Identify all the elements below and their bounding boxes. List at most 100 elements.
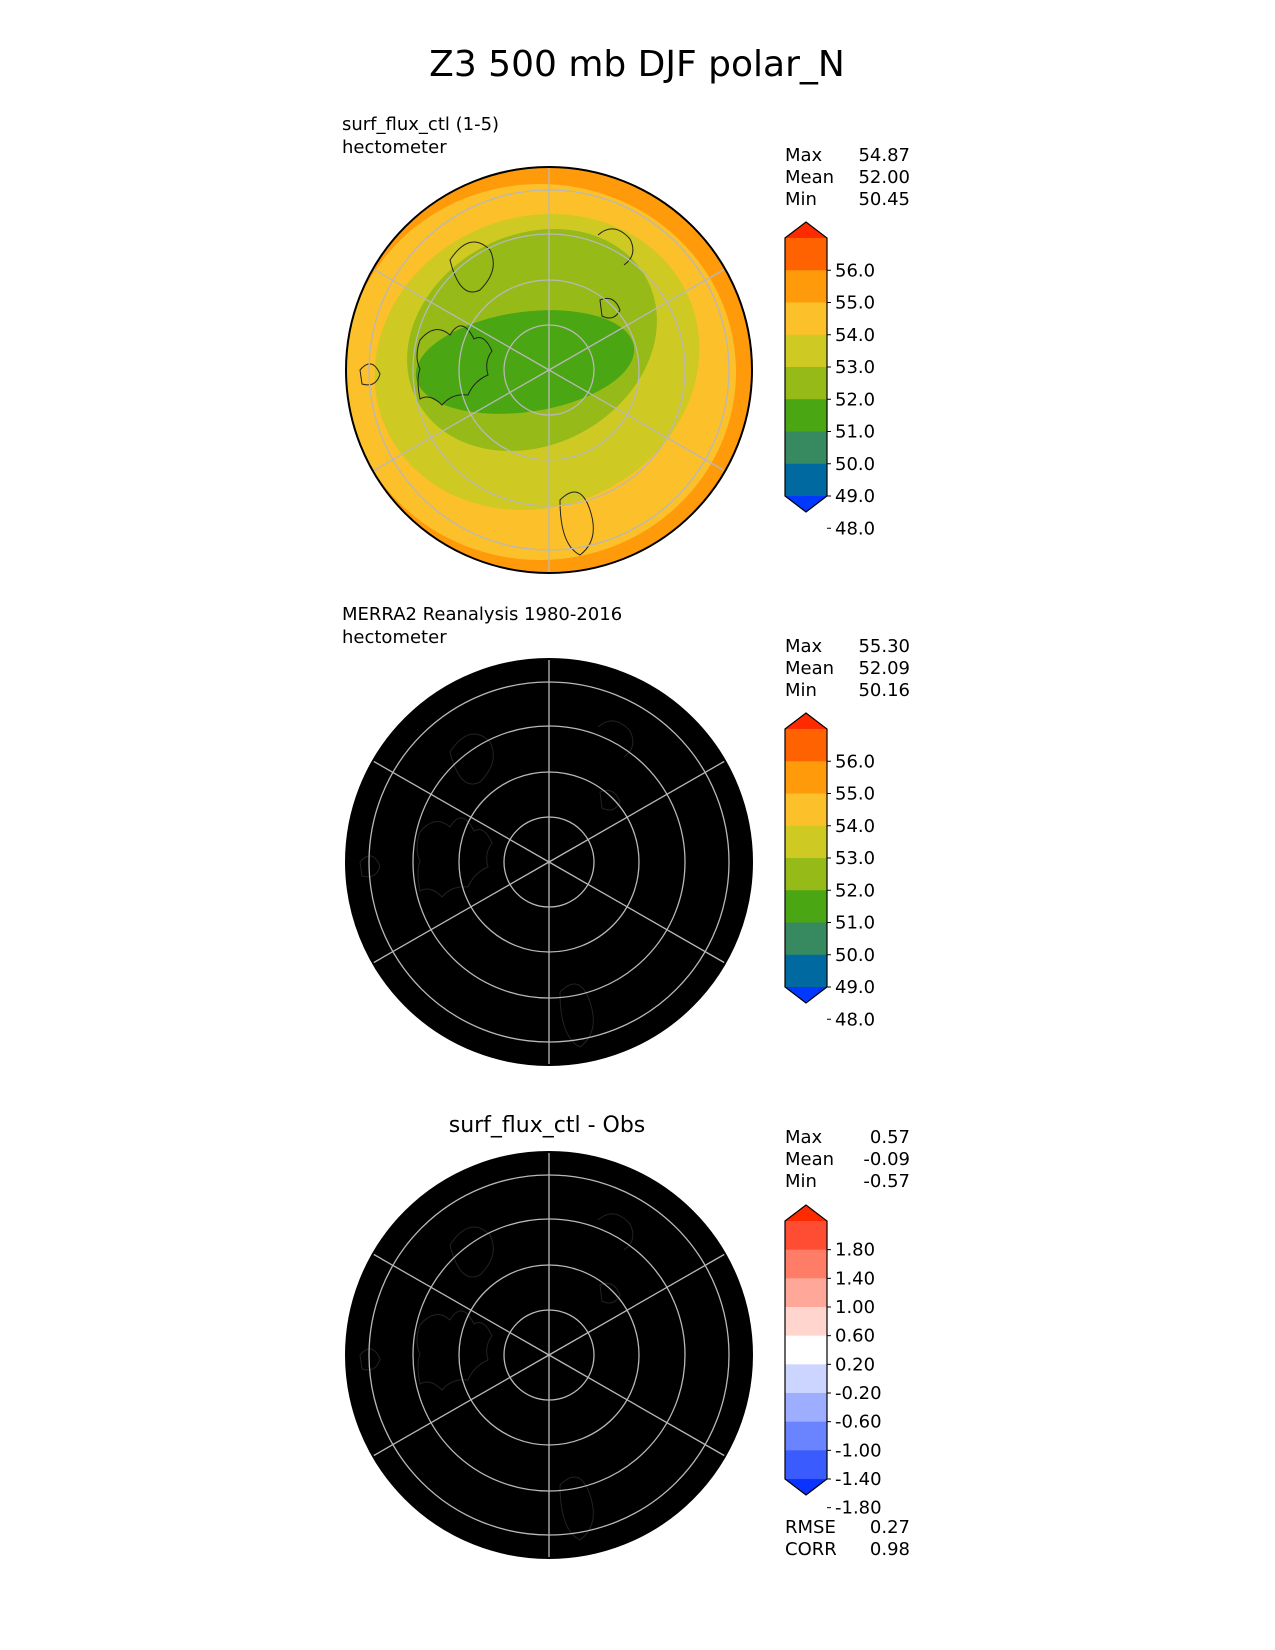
colorbar-tick-label: 49.0 bbox=[835, 486, 875, 507]
coastlines bbox=[359, 1213, 634, 1541]
colorbar-segment bbox=[785, 793, 827, 827]
stat-value-max: 55.30 bbox=[858, 636, 910, 657]
colorbar-segment bbox=[785, 463, 827, 497]
stat-value-min: -0.57 bbox=[863, 1171, 910, 1192]
colorbar-segment bbox=[785, 729, 827, 762]
colorbar-extend-min bbox=[785, 496, 827, 512]
map-boundary bbox=[345, 658, 753, 1066]
colorbar-segment bbox=[785, 858, 827, 891]
map-boundary bbox=[345, 166, 753, 574]
colorbar-segment bbox=[785, 922, 827, 956]
coastlines bbox=[359, 720, 634, 1048]
colorbar-tick-label: 52.0 bbox=[835, 880, 875, 901]
colorbar-tick-label: 49.0 bbox=[835, 977, 875, 998]
colorbar-extend-max bbox=[785, 713, 827, 729]
graticule bbox=[368, 1152, 730, 1558]
panel-diff: surf_flux_ctl - Obs bbox=[345, 1113, 910, 1560]
corr-label: CORR bbox=[785, 1539, 837, 1560]
colorbar-tick-label: 54.0 bbox=[835, 816, 875, 837]
colorbar-tick-label: -1.80 bbox=[835, 1498, 882, 1519]
stats-box: Max 0.57 Mean -0.09 Min -0.57 bbox=[785, 1127, 910, 1192]
colorbar: 56.0 55.0 54.0 53.0 52.0 51.0 50.0 49.0 48.0 bbox=[784, 221, 875, 539]
panel-center-title: surf_flux_ctl - Obs bbox=[449, 1113, 646, 1138]
colorbar-segment bbox=[785, 890, 827, 923]
field-negative-south bbox=[380, 1475, 680, 1558]
colorbar-tick-label: 48.0 bbox=[835, 1009, 875, 1030]
colorbar-tick-label: 53.0 bbox=[835, 848, 875, 869]
colorbar-extend-max bbox=[785, 1205, 827, 1221]
panel-units: hectometer bbox=[342, 627, 447, 648]
colorbar: 56.0 55.0 54.0 53.0 52.0 51.0 50.0 49.0 48.0 bbox=[784, 712, 875, 1030]
colorbar-tick-label: 1.80 bbox=[835, 1240, 875, 1261]
colorbar-tick-label: 53.0 bbox=[835, 357, 875, 378]
colorbar-segment bbox=[785, 1307, 827, 1337]
stat-value-mean: 52.00 bbox=[858, 167, 910, 188]
colorbar-segment bbox=[785, 431, 827, 465]
stat-label-max: Max bbox=[785, 636, 823, 657]
colorbar-tick-label: -1.40 bbox=[835, 1469, 882, 1490]
colorbar-segment bbox=[785, 1221, 827, 1251]
rmse-label: RMSE bbox=[785, 1517, 836, 1538]
colorbar-segment bbox=[785, 238, 827, 271]
colorbar-extend-max bbox=[785, 222, 827, 238]
colorbar-segment bbox=[785, 1335, 827, 1365]
stat-label-mean: Mean bbox=[785, 1149, 834, 1170]
colorbar: 1.80 1.40 1.00 0.60 0.20 -0.20 -0.60 -1.00 -1.40… bbox=[784, 1204, 882, 1519]
colorbar-segment bbox=[785, 399, 827, 432]
map-boundary bbox=[345, 1151, 753, 1559]
corr-value: 0.98 bbox=[870, 1539, 910, 1560]
colorbar-tick-label: -1.00 bbox=[835, 1440, 882, 1461]
colorbar-segment bbox=[785, 1364, 827, 1394]
stat-label-mean: Mean bbox=[785, 658, 834, 679]
colorbar-segment bbox=[785, 334, 827, 368]
colorbar-tick-label: -0.20 bbox=[835, 1383, 882, 1404]
colorbar-tick-label: 48.0 bbox=[835, 518, 875, 539]
colorbar-tick-label: 55.0 bbox=[835, 293, 875, 314]
polar-map bbox=[346, 659, 752, 1065]
colorbar-segment bbox=[785, 954, 827, 988]
stat-label-min: Min bbox=[785, 1171, 817, 1192]
colorbar-extend-min bbox=[785, 987, 827, 1003]
colorbar-segment bbox=[785, 302, 827, 336]
colorbar-tick-label: 56.0 bbox=[835, 260, 875, 281]
stat-value-min: 50.16 bbox=[858, 680, 910, 701]
colorbar-tick-label: 52.0 bbox=[835, 389, 875, 410]
stat-label-min: Min bbox=[785, 189, 817, 210]
colorbar-tick-label: 50.0 bbox=[835, 945, 875, 966]
stat-value-min: 50.45 bbox=[858, 189, 910, 210]
figure-title: Z3 500 mb DJF polar_N bbox=[429, 44, 845, 85]
colorbar-tick-label: 1.40 bbox=[835, 1268, 875, 1289]
colorbar-tick-label: 0.60 bbox=[835, 1326, 875, 1347]
colorbar-tick-label: 55.0 bbox=[835, 784, 875, 805]
panel-subtitle: surf_flux_ctl (1-5) bbox=[342, 114, 499, 135]
panel-units: hectometer bbox=[342, 137, 447, 158]
colorbar-tick-label: 1.00 bbox=[835, 1297, 875, 1318]
stat-value-max: 0.57 bbox=[870, 1127, 910, 1148]
colorbar-extend-min bbox=[785, 1479, 827, 1495]
coastlines bbox=[359, 228, 634, 556]
graticule bbox=[368, 167, 730, 573]
colorbar-segment bbox=[785, 1421, 827, 1451]
colorbar-segment bbox=[785, 825, 827, 859]
graticule bbox=[368, 659, 730, 1065]
rmse-value: 0.27 bbox=[870, 1517, 910, 1538]
stat-label-mean: Mean bbox=[785, 167, 834, 188]
field-positive-west bbox=[378, 1321, 504, 1461]
stat-value-mean: 52.09 bbox=[858, 658, 910, 679]
colorbar-tick-label: 0.20 bbox=[835, 1354, 875, 1375]
stats-box: Max 55.30 Mean 52.09 Min 50.16 bbox=[785, 636, 910, 701]
polar-map bbox=[346, 167, 752, 573]
colorbar-tick-label: 50.0 bbox=[835, 454, 875, 475]
colorbar-tick-label: 54.0 bbox=[835, 325, 875, 346]
panel-subtitle: MERRA2 Reanalysis 1980-2016 bbox=[342, 604, 622, 625]
colorbar-segment bbox=[785, 1249, 827, 1279]
stat-label-max: Max bbox=[785, 145, 823, 166]
colorbar-tick-label: 51.0 bbox=[835, 913, 875, 934]
colorbar-tick-label: 56.0 bbox=[835, 751, 875, 772]
colorbar-segment bbox=[785, 1278, 827, 1308]
stat-label-min: Min bbox=[785, 680, 817, 701]
field-positive-east bbox=[638, 1374, 727, 1446]
polar-map bbox=[346, 1152, 752, 1558]
colorbar-segment bbox=[785, 367, 827, 400]
